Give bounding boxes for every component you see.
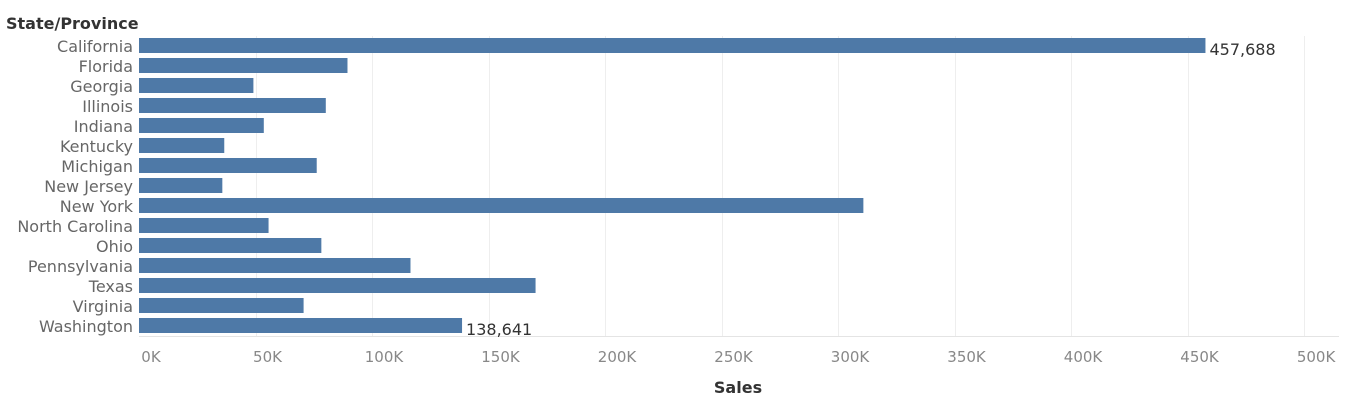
category-label-new-york: New York — [60, 197, 134, 216]
bar-pennsylvania[interactable] — [139, 258, 411, 273]
category-label-washington: Washington — [39, 317, 133, 336]
bar-kentucky[interactable] — [139, 138, 225, 153]
category-label-california: California — [57, 37, 133, 56]
category-label-texas: Texas — [88, 277, 133, 296]
category-label-pennsylvania: Pennsylvania — [28, 257, 133, 276]
category-labels: CaliforniaFloridaGeorgiaIllinoisIndianaK… — [17, 37, 133, 336]
x-axis-title: Sales — [714, 378, 762, 397]
data-label-california: 457,688 — [1209, 40, 1275, 59]
bar-new-york[interactable] — [139, 198, 864, 213]
category-label-georgia: Georgia — [70, 77, 133, 96]
category-label-virginia: Virginia — [73, 297, 133, 316]
x-tick-250k: 250K — [714, 348, 754, 366]
data-label-washington: 138,641 — [466, 320, 532, 339]
category-label-kentucky: Kentucky — [60, 137, 133, 156]
bars — [139, 38, 1206, 333]
x-tick-400k: 400K — [1064, 348, 1104, 366]
bar-michigan[interactable] — [139, 158, 317, 173]
bar-florida[interactable] — [139, 58, 348, 73]
x-tick-350k: 350K — [947, 348, 987, 366]
category-label-florida: Florida — [79, 57, 133, 76]
x-tick-labels: 0K 50K 100K 150K 200K 250K 300K 350K 400K 450K 500… — [141, 348, 1336, 366]
bar-north-carolina[interactable] — [139, 218, 269, 233]
bar-ohio[interactable] — [139, 238, 322, 253]
category-label-illinois: Illinois — [82, 97, 133, 116]
x-tick-150k: 150K — [481, 348, 521, 366]
gridlines — [139, 36, 1339, 337]
bar-washington[interactable] — [139, 318, 463, 333]
bar-virginia[interactable] — [139, 298, 304, 313]
bar-texas[interactable] — [139, 278, 536, 293]
x-tick-200k: 200K — [598, 348, 638, 366]
category-label-indiana: Indiana — [74, 117, 133, 136]
category-label-ohio: Ohio — [96, 237, 133, 256]
x-tick-50k: 50K — [253, 348, 283, 366]
x-tick-0k: 0K — [141, 348, 162, 366]
data-labels: 457,688 138,641 — [466, 40, 1276, 339]
bar-georgia[interactable] — [139, 78, 254, 93]
row-header: State/Province — [6, 14, 139, 33]
bar-new-jersey[interactable] — [139, 178, 223, 193]
bar-indiana[interactable] — [139, 118, 264, 133]
x-tick-300k: 300K — [831, 348, 871, 366]
category-label-michigan: Michigan — [61, 157, 133, 176]
bar-illinois[interactable] — [139, 98, 326, 113]
category-label-new-jersey: New Jersey — [44, 177, 133, 196]
x-tick-100k: 100K — [365, 348, 405, 366]
bar-california[interactable] — [139, 38, 1206, 53]
x-tick-450k: 450K — [1180, 348, 1220, 366]
category-label-north-carolina: North Carolina — [17, 217, 133, 236]
x-tick-500k: 500K — [1297, 348, 1337, 366]
